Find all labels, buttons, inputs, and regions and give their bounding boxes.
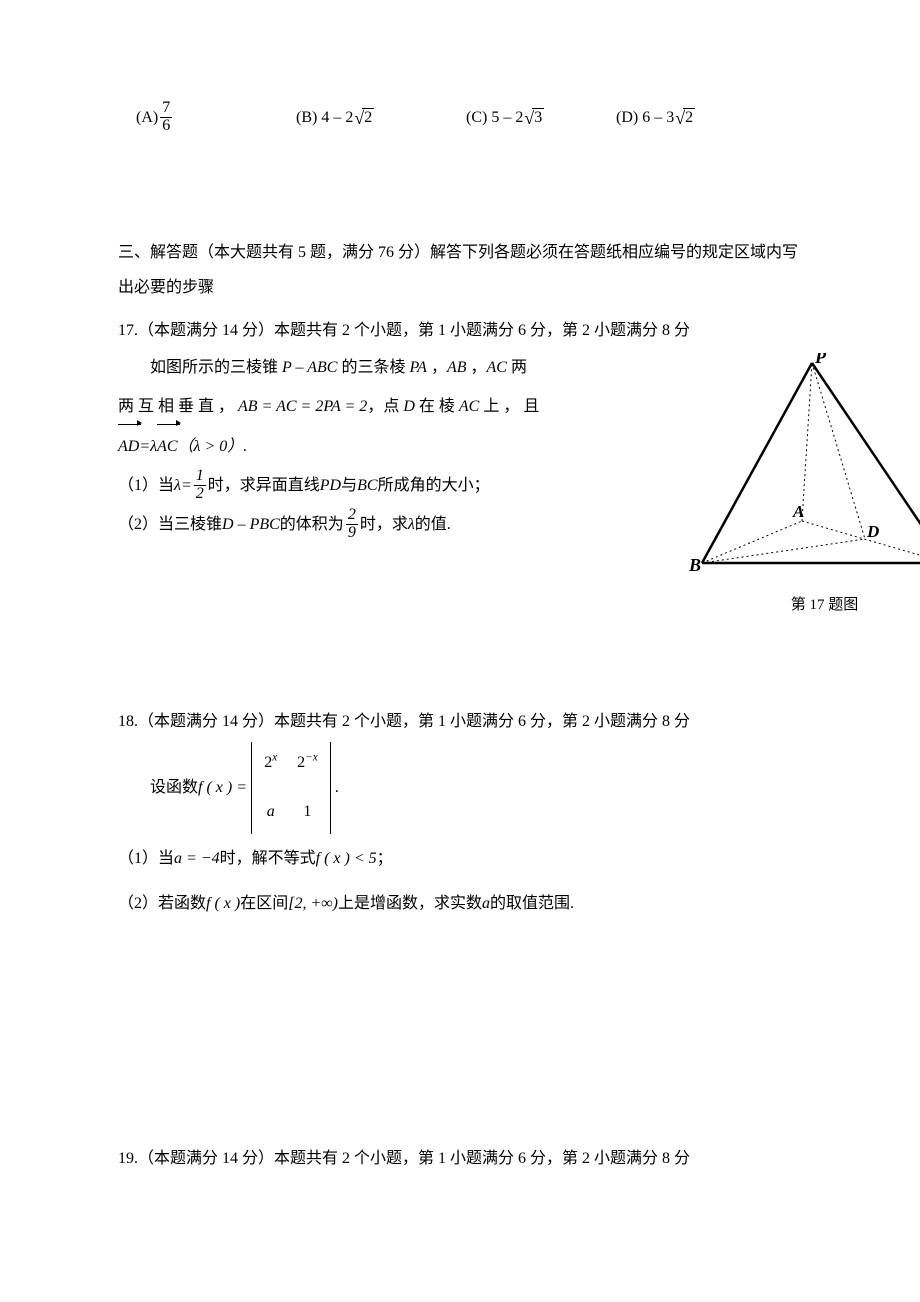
q17-fig-caption: 第 17 题图 bbox=[687, 593, 920, 619]
q17-header: 17.（本题满分 14 分）本题共有 2 个小题，第 1 小题满分 6 分，第 … bbox=[118, 313, 812, 348]
q17-body: 如图所示的三棱锥 P – ABC 的三条棱 PA ，AB ，AC 两 两 互 相… bbox=[118, 348, 812, 544]
svg-text:B: B bbox=[688, 555, 701, 575]
svg-text:A: A bbox=[792, 502, 804, 521]
tetrahedron-icon: P B C A D bbox=[687, 353, 920, 578]
option-b-label: (B) bbox=[296, 104, 317, 131]
option-b: (B) 4 – 2 √2 bbox=[296, 104, 466, 131]
option-c: (C) 5 – 2 √3 bbox=[466, 104, 616, 131]
option-a-label: (A) bbox=[136, 104, 158, 131]
determinant: 2x 2−x a 1 bbox=[249, 739, 333, 837]
vector-ad: AD bbox=[118, 427, 139, 466]
option-d-label: (D) bbox=[616, 104, 638, 131]
section-3-header: 三、解答题（本大题共有 5 题，满分 76 分）解答下列各题必须在答题纸相应编号… bbox=[118, 235, 812, 305]
option-d: (D) 6 – 3 √2 bbox=[616, 104, 695, 131]
q19: 19.（本题满分 14 分）本题共有 2 个小题，第 1 小题满分 6 分，第 … bbox=[118, 1141, 812, 1176]
vector-ac: AC bbox=[157, 427, 177, 466]
q17-text: 如图所示的三棱锥 P – ABC 的三条棱 PA ，AB ，AC 两 两 互 相… bbox=[118, 348, 548, 544]
option-a-frac: 7 6 bbox=[160, 100, 172, 135]
page: (A) 7 6 (B) 4 – 2 √2 (C) 5 – 2 √3 (D) 6 … bbox=[0, 0, 920, 1302]
q18-header: 18.（本题满分 14 分）本题共有 2 个小题，第 1 小题满分 6 分，第 … bbox=[118, 704, 812, 739]
q17-figure: P B C A D 第 17 题图 bbox=[687, 353, 920, 619]
svg-text:P: P bbox=[814, 353, 827, 367]
q19-header: 19.（本题满分 14 分）本题共有 2 个小题，第 1 小题满分 6 分，第 … bbox=[118, 1141, 812, 1176]
q18: 18.（本题满分 14 分）本题共有 2 个小题，第 1 小题满分 6 分，第 … bbox=[118, 704, 812, 926]
option-a: (A) 7 6 bbox=[136, 100, 296, 135]
option-c-label: (C) bbox=[466, 104, 487, 131]
mc-options: (A) 7 6 (B) 4 – 2 √2 (C) 5 – 2 √3 (D) 6 … bbox=[118, 100, 812, 135]
svg-text:D: D bbox=[866, 522, 879, 541]
